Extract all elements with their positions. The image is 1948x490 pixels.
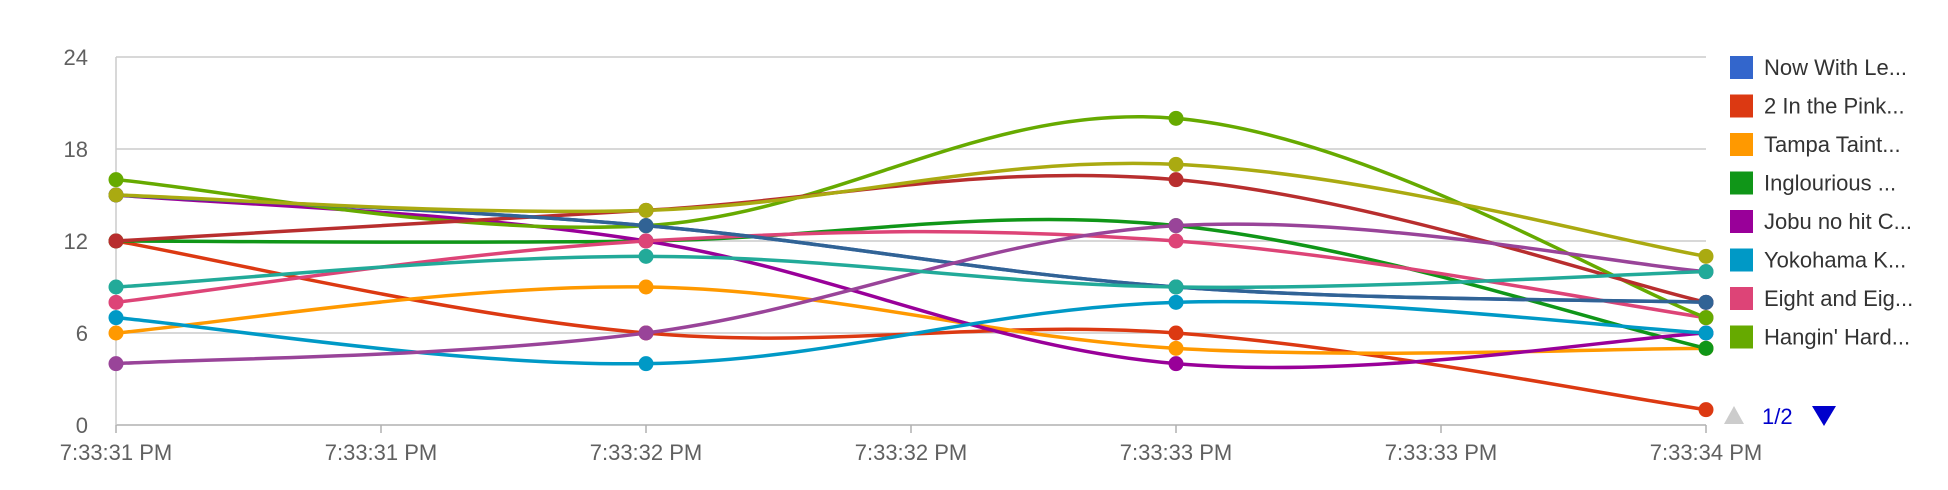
data-point[interactable]: [1168, 356, 1184, 372]
data-point[interactable]: [1168, 110, 1184, 126]
data-point[interactable]: [1698, 294, 1714, 310]
legend-pager: 1/2: [1724, 404, 1836, 429]
y-tick-label: 0: [76, 413, 88, 438]
series-line: [115, 254, 1707, 290]
data-point[interactable]: [638, 218, 654, 234]
data-point[interactable]: [108, 279, 124, 295]
data-point[interactable]: [108, 172, 124, 188]
series-line: [115, 115, 1707, 320]
data-point[interactable]: [108, 356, 124, 372]
legend-swatch[interactable]: [1730, 248, 1753, 272]
x-tick-label: 7:33:32 PM: [855, 440, 968, 465]
data-point[interactable]: [1698, 264, 1714, 280]
x-tick-label: 7:33:32 PM: [590, 440, 703, 465]
data-point[interactable]: [1168, 325, 1184, 341]
legend-label[interactable]: Inglourious ...: [1764, 171, 1896, 196]
legend-swatch[interactable]: [1730, 56, 1753, 79]
data-point[interactable]: [1698, 402, 1714, 418]
legend-swatch[interactable]: [1730, 171, 1753, 195]
series-points: [108, 110, 1714, 418]
data-point[interactable]: [638, 248, 654, 264]
data-point[interactable]: [108, 294, 124, 310]
legend-page-down-icon[interactable]: [1812, 406, 1836, 426]
legend-label[interactable]: Eight and Eig...: [1764, 286, 1913, 311]
legend-label[interactable]: Now With Le...: [1764, 55, 1907, 80]
x-tick-label: 7:33:34 PM: [1650, 440, 1763, 465]
legend-swatch[interactable]: [1730, 94, 1753, 118]
data-point[interactable]: [1698, 340, 1714, 356]
y-axis-ticks: 0 6 12 18 24: [64, 45, 88, 438]
legend-page-indicator: 1/2: [1762, 404, 1793, 429]
data-point[interactable]: [108, 325, 124, 341]
series-line: [115, 217, 1707, 351]
x-tick-label: 7:33:31 PM: [325, 440, 438, 465]
data-point[interactable]: [638, 279, 654, 295]
y-tick-label: 6: [76, 321, 88, 346]
series-line: [115, 285, 1707, 355]
legend-label[interactable]: 2 In the Pink...: [1764, 94, 1905, 119]
series-line: [115, 161, 1707, 259]
data-point[interactable]: [1168, 218, 1184, 234]
data-point[interactable]: [638, 325, 654, 341]
series-line: [115, 222, 1707, 366]
legend-label[interactable]: Yokohama K...: [1764, 248, 1906, 273]
series-line: [115, 229, 1707, 320]
legend-swatch[interactable]: [1730, 287, 1753, 310]
data-point[interactable]: [108, 233, 124, 249]
y-tick-label: 24: [64, 45, 88, 70]
data-point[interactable]: [1168, 279, 1184, 295]
series-lines: [115, 115, 1707, 412]
y-tick-label: 12: [64, 229, 88, 254]
data-point[interactable]: [638, 233, 654, 249]
data-point[interactable]: [1168, 172, 1184, 188]
data-point[interactable]: [638, 356, 654, 372]
data-point[interactable]: [1168, 294, 1184, 310]
legend-label[interactable]: Hangin' Hard...: [1764, 325, 1910, 350]
series-line: [115, 173, 1707, 305]
series-line: [115, 299, 1707, 366]
data-point[interactable]: [1168, 340, 1184, 356]
legend: Now With Le... 2 In the Pink... Tampa Tain…: [1730, 55, 1913, 350]
x-tick-label: 7:33:33 PM: [1385, 440, 1498, 465]
data-point[interactable]: [1698, 310, 1714, 326]
x-tick-label: 7:33:31 PM: [60, 440, 173, 465]
legend-swatch[interactable]: [1730, 325, 1753, 349]
data-point[interactable]: [1698, 325, 1714, 341]
x-tick-label: 7:33:33 PM: [1120, 440, 1233, 465]
x-axis-ticks: 7:33:31 PM 7:33:31 PM 7:33:32 PM 7:33:32 PM…: [60, 425, 1763, 465]
legend-swatch[interactable]: [1730, 210, 1753, 233]
legend-page-up-icon[interactable]: [1724, 406, 1744, 424]
data-point[interactable]: [638, 202, 654, 218]
data-point[interactable]: [108, 187, 124, 203]
legend-label[interactable]: Tampa Taint...: [1764, 132, 1901, 157]
data-point[interactable]: [1168, 156, 1184, 172]
data-point[interactable]: [108, 310, 124, 326]
legend-label[interactable]: Jobu no hit C...: [1764, 209, 1912, 234]
data-point[interactable]: [1168, 233, 1184, 249]
y-tick-label: 18: [64, 137, 88, 162]
legend-swatch[interactable]: [1730, 133, 1753, 156]
data-point[interactable]: [1698, 248, 1714, 264]
series-line: [115, 239, 1707, 412]
